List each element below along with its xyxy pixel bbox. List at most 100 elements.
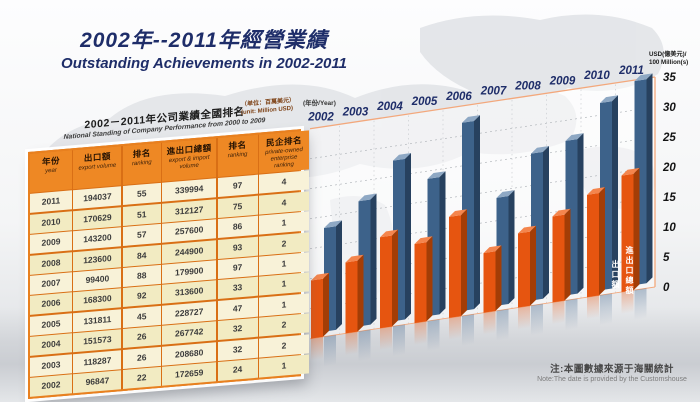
chart-footnote: 注:本圖數據來源于海關統計 Note:The date is provided … <box>528 361 696 383</box>
year-label-2005: 2005 <box>411 96 438 108</box>
year-label-2008: 2008 <box>514 80 541 92</box>
y-axis-unit-line: USD(億美元)/ <box>649 51 687 58</box>
reflection-total-2006 <box>462 314 474 346</box>
footnote-zh: 注:本圖數據來源于海關統計 <box>550 364 674 375</box>
y-tick-35: 35 <box>663 72 676 84</box>
reflection-export-2002 <box>311 336 323 361</box>
cell-2008-export_volume: 123600 <box>73 247 122 271</box>
cell-2009-year: 2009 <box>30 231 72 255</box>
bar-export-2007 <box>483 245 502 313</box>
column-header-export_volume: 出口額 export volume <box>73 146 122 190</box>
reflection-total-2009 <box>565 298 578 331</box>
cell-2011-total_ranking: 97 <box>217 175 258 198</box>
bar-export-2009 <box>552 208 571 303</box>
cell-2008-total_ranking: 93 <box>217 236 258 259</box>
y-tick-10: 10 <box>663 222 676 234</box>
bar-export-2002 <box>311 272 329 339</box>
legend-export-volume: 出口額 <box>611 260 620 290</box>
column-header-private_ranking: 民企排名 private-owned enterprise ranking <box>258 130 309 174</box>
reflection-export-2003 <box>345 331 358 356</box>
cell-2005-year: 2005 <box>30 313 72 336</box>
performance-table: 2002－2011年公司業績全國排名 National Standing of … <box>28 98 309 399</box>
cell-2011-export_volume: 194037 <box>73 186 122 210</box>
cell-2006-total_ranking: 33 <box>217 277 258 300</box>
cell-2003-export_ranking: 26 <box>122 346 161 369</box>
column-header-export_ranking: 排名 ranking <box>122 142 161 186</box>
reflection-total-2011 <box>634 288 647 321</box>
bar-total-2009 <box>565 133 584 296</box>
cell-2002-total_ranking: 24 <box>217 358 258 381</box>
cell-2010-total_ranking: 75 <box>217 195 258 218</box>
axis-top-line <box>310 76 655 130</box>
year-label-2006: 2006 <box>445 91 472 103</box>
reflection-total-2003 <box>358 329 371 362</box>
reflection-export-2009 <box>552 300 565 325</box>
legend-total-volume: 進出口總額 <box>625 246 634 296</box>
reflection-total-2002 <box>324 334 336 367</box>
cell-2007-year: 2007 <box>30 272 72 295</box>
cell-2006-export_volume: 168300 <box>73 288 122 312</box>
cell-2004-total_ranking: 32 <box>217 317 258 341</box>
y-tick-15: 15 <box>663 192 676 204</box>
column-header-total_ranking: 排名 ranking <box>217 134 258 178</box>
reflection-export-2010 <box>587 295 599 320</box>
reflection-total-2004 <box>393 324 405 357</box>
cell-2008-export_ranking: 84 <box>122 244 161 267</box>
y-tick-5: 5 <box>663 252 670 264</box>
cell-2008-year: 2008 <box>30 251 72 275</box>
cell-2002-export_volume: 96847 <box>73 370 122 394</box>
cell-2010-export_volume: 170629 <box>73 206 122 230</box>
page-title-en: Outstanding Achievements in 2002-2011 <box>61 55 347 72</box>
chart-plane-group <box>304 73 656 367</box>
year-label-2003: 2003 <box>342 106 369 118</box>
reflection-total-2008 <box>531 303 543 336</box>
map-continent-shape <box>420 14 664 102</box>
reflection-export-2004 <box>380 326 392 351</box>
cell-2009-export_volume: 143200 <box>73 227 122 251</box>
y-tick-20: 20 <box>662 162 676 174</box>
page-title-zh: 2002年--2011年經營業績 <box>80 29 328 52</box>
cell-2002-export_ranking: 22 <box>122 366 161 389</box>
year-label-2010: 2010 <box>583 70 610 82</box>
year-label-2011: 2011 <box>618 65 644 77</box>
bar-export-2005 <box>414 236 433 324</box>
page-title: 2002年--2011年經營業績 Outstanding Achievement… <box>36 24 372 72</box>
y-tick-30: 30 <box>663 102 676 114</box>
footnote-en: Note:The date is provided by the Customs… <box>537 376 687 383</box>
bar-export-2011 <box>621 167 640 293</box>
cell-2009-total_ranking: 86 <box>217 215 258 239</box>
y-axis-unit-line: 100 Million(s) <box>649 58 689 66</box>
cell-2006-year: 2006 <box>30 292 72 316</box>
cell-2005-total_ranking: 47 <box>217 297 258 320</box>
bar-export-2010 <box>587 187 605 298</box>
reflection-export-2011 <box>621 290 634 315</box>
y-axis-unit: USD(億美元)/100 Million(s) <box>649 51 699 67</box>
cell-2009-export_ranking: 57 <box>122 224 161 247</box>
cell-2011-export_ranking: 55 <box>122 183 161 206</box>
bar-export-2003 <box>345 254 364 334</box>
cell-2011-year: 2011 <box>30 190 72 214</box>
cell-2007-export_ranking: 88 <box>122 264 161 287</box>
cell-2003-export_volume: 118287 <box>73 349 122 373</box>
cell-2005-export_volume: 131811 <box>73 308 122 332</box>
bar-export-2008 <box>518 225 536 308</box>
cell-2007-total_ranking: 97 <box>217 256 258 280</box>
cell-2006-export_ranking: 92 <box>122 285 161 308</box>
year-label-2009: 2009 <box>549 75 576 87</box>
cell-2004-export_volume: 151573 <box>73 329 122 353</box>
y-tick-0: 0 <box>663 282 670 294</box>
reflection-export-2008 <box>518 305 530 330</box>
cell-2010-year: 2010 <box>30 211 72 234</box>
cell-2010-export_ranking: 51 <box>122 203 161 226</box>
bar-export-2006 <box>449 209 467 318</box>
cell-2007-export_volume: 99400 <box>73 268 122 292</box>
reflection-total-2005 <box>427 319 440 352</box>
cell-2002-year: 2002 <box>30 374 72 397</box>
cell-2004-export_ranking: 26 <box>122 325 161 349</box>
x-axis-title: (年份/Year) <box>303 100 336 107</box>
year-label-2002: 2002 <box>307 112 334 124</box>
cell-2003-total_ranking: 32 <box>217 338 258 361</box>
y-tick-25: 25 <box>662 132 676 144</box>
